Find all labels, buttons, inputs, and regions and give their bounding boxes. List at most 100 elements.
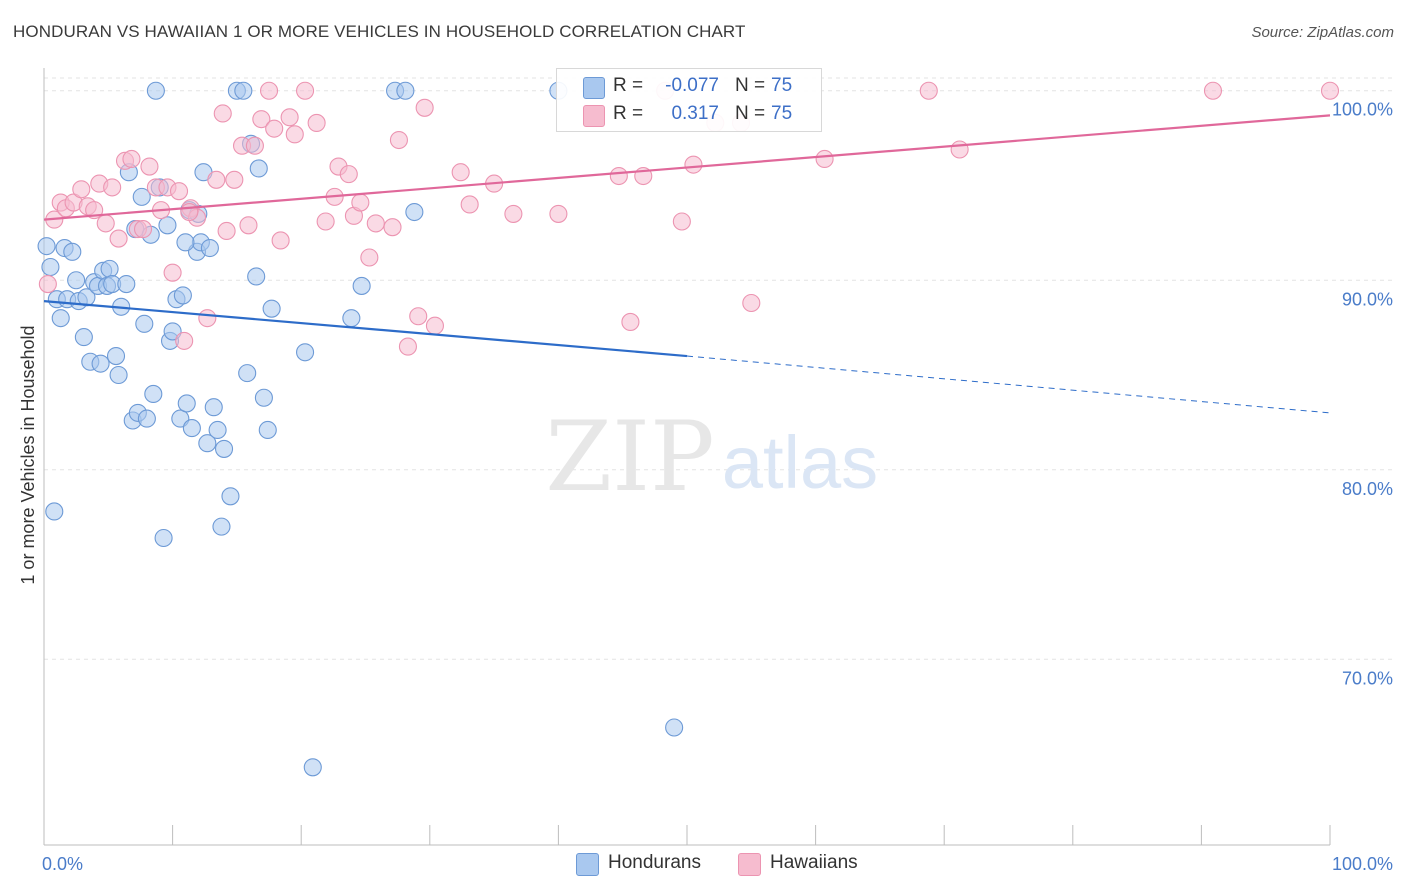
data-point: [200, 238, 219, 258]
data-point: [51, 309, 70, 328]
data-point: [132, 187, 151, 206]
data-point: [247, 267, 266, 286]
data-point: [258, 420, 277, 440]
data-point: [117, 274, 136, 294]
data-point: [259, 81, 279, 100]
data-point: [815, 149, 834, 169]
data-point: [225, 170, 244, 189]
data-point: [252, 110, 271, 129]
data-point: [103, 178, 122, 197]
data-point: [307, 113, 326, 133]
data-point: [45, 502, 64, 521]
legend-row-hondurans: R = -0.077 N = 75: [557, 73, 821, 101]
data-point: [137, 409, 156, 428]
data-point: [398, 337, 417, 356]
data-point: [163, 263, 182, 282]
data-point: [265, 119, 284, 138]
data-point: [296, 81, 315, 100]
data-point: [451, 163, 470, 182]
bottom-legend: Hondurans Hawaiians: [0, 850, 1406, 880]
data-point: [208, 420, 227, 440]
data-point: [262, 299, 281, 318]
y-tick-label: 100.0%: [1332, 100, 1393, 120]
data-point: [91, 354, 110, 373]
y-tick-label: 80.0%: [1342, 479, 1393, 499]
data-point: [212, 517, 231, 536]
y-tick-label: 70.0%: [1342, 668, 1393, 688]
data-point: [271, 231, 290, 250]
data-point: [249, 159, 268, 178]
data-point: [182, 419, 201, 438]
x-tick-label: 0.0%: [42, 854, 83, 874]
hondurans-swatch: [576, 853, 599, 876]
data-point: [109, 365, 128, 385]
data-point: [173, 286, 192, 305]
hondurans-label: Hondurans: [608, 852, 701, 873]
data-point: [214, 439, 234, 458]
legend-n-label: N =: [735, 103, 766, 124]
data-point: [177, 394, 196, 413]
watermark-atlas: atlas: [722, 421, 878, 504]
trend-lines: [43, 114, 1331, 414]
data-point: [176, 233, 195, 252]
hondurans-trend-line: [43, 300, 688, 358]
data-point: [135, 314, 154, 333]
data-point: [254, 388, 273, 407]
data-point: [109, 229, 128, 248]
data-point: [37, 237, 56, 256]
data-point: [1320, 81, 1340, 100]
data-point: [238, 364, 257, 383]
legend-r-label: R =: [613, 103, 644, 124]
hawaiians-trend-line: [43, 114, 1331, 221]
legend: R = -0.077 N = 75 R = 0.317 N = 75: [556, 68, 822, 132]
data-point: [425, 316, 444, 335]
hawaiians-swatch: [583, 105, 605, 127]
legend-n-value: 75: [771, 103, 793, 124]
data-point: [180, 202, 199, 222]
data-point: [239, 216, 258, 235]
data-point: [316, 212, 335, 231]
data-point: [234, 81, 253, 100]
data-point: [158, 216, 177, 235]
data-point: [169, 182, 189, 201]
data-point: [460, 195, 479, 214]
data-point: [207, 170, 226, 189]
data-point: [41, 257, 60, 277]
data-point: [342, 309, 361, 328]
legend-n-label: N =: [735, 75, 766, 96]
data-point: [684, 155, 703, 174]
data-point: [950, 140, 969, 159]
chart-title: HONDURAN VS HAWAIIAN 1 OR MORE VEHICLES …: [13, 22, 746, 41]
data-point: [409, 307, 428, 326]
watermark-zip: ZIP: [545, 401, 714, 513]
data-point: [67, 271, 86, 290]
axes: [43, 68, 1331, 846]
hondurans-swatch: [583, 77, 605, 99]
data-point: [198, 309, 217, 328]
data-point: [63, 242, 82, 261]
data-point: [415, 98, 434, 117]
watermark: ZIP atlas: [545, 401, 878, 513]
data-point: [38, 274, 57, 294]
data-point: [1203, 81, 1223, 100]
data-point: [504, 204, 523, 223]
data-point: [72, 180, 91, 199]
data-point: [396, 81, 415, 100]
hondurans-trend-extension: [686, 355, 1331, 414]
source-note: Source: ZipAtlas.com: [1251, 24, 1394, 41]
hawaiians-swatch: [738, 853, 761, 876]
y-axis-label: 1 or more Vehicles in Household: [18, 325, 38, 584]
data-point: [198, 434, 217, 453]
data-point: [351, 193, 370, 212]
data-point: [405, 202, 424, 222]
data-point: [245, 136, 264, 155]
y-tick-label: 90.0%: [1342, 289, 1393, 309]
data-point: [213, 104, 232, 123]
data-point: [389, 130, 408, 150]
legend-r-value: 0.317: [671, 103, 719, 124]
data-point: [96, 214, 115, 233]
data-point: [146, 81, 165, 100]
legend-row-hawaiians: R = 0.317 N = 75: [557, 101, 821, 129]
data-point: [74, 328, 93, 347]
